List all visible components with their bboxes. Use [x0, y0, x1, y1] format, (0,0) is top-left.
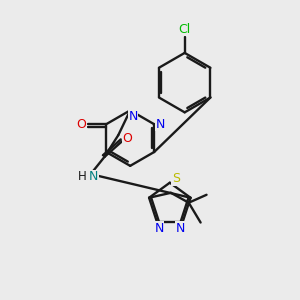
Text: N: N — [176, 222, 185, 235]
Text: N: N — [128, 110, 138, 123]
Text: O: O — [122, 132, 132, 145]
Text: N: N — [155, 118, 165, 131]
Text: N: N — [89, 170, 98, 183]
Text: N: N — [154, 222, 164, 235]
Text: S: S — [172, 172, 180, 185]
Text: O: O — [76, 118, 86, 131]
Text: H: H — [78, 170, 87, 183]
Text: Cl: Cl — [178, 22, 191, 36]
